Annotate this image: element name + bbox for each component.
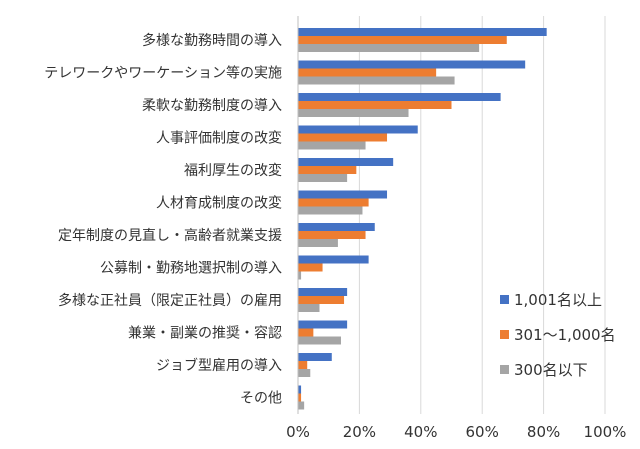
bar-2 bbox=[298, 68, 437, 77]
category-label: 福利厚生の改変 bbox=[184, 162, 282, 179]
bar-1 bbox=[298, 385, 302, 394]
legend-swatch bbox=[500, 330, 509, 339]
category-label: 人材育成制度の改変 bbox=[156, 195, 282, 212]
bar-2 bbox=[298, 231, 366, 239]
category-label: 公募制・勤務地選択制の導入 bbox=[100, 261, 282, 277]
category-label: 人事評価制度の改変 bbox=[156, 130, 282, 147]
bar-2 bbox=[298, 166, 357, 174]
bar-1 bbox=[298, 353, 332, 361]
bar-1 bbox=[298, 158, 394, 166]
category-label: 柔軟な勤務制度の導入 bbox=[142, 98, 282, 114]
category-label: 定年制度の見直し・高齢者就業支援 bbox=[58, 227, 282, 244]
bar-3 bbox=[298, 369, 311, 377]
bars bbox=[298, 28, 547, 410]
category-label: 兼業・副業の推奨・容認 bbox=[128, 325, 282, 342]
bar-2 bbox=[298, 36, 507, 44]
bar-3 bbox=[298, 336, 341, 345]
bar-3 bbox=[298, 304, 320, 312]
legend-swatch bbox=[500, 365, 509, 374]
bar-2 bbox=[298, 133, 388, 142]
bar-1 bbox=[298, 223, 375, 231]
legend-swatch bbox=[500, 295, 509, 304]
bar-2 bbox=[298, 361, 308, 369]
category-label: その他 bbox=[240, 391, 282, 407]
legend-label: 301～1,000名 bbox=[514, 326, 616, 344]
bar-3 bbox=[298, 141, 366, 150]
x-tick-label: 80% bbox=[527, 423, 560, 441]
bar-3 bbox=[298, 76, 455, 85]
bar-3 bbox=[298, 239, 338, 247]
legend-label: 1,001名以上 bbox=[514, 291, 602, 309]
category-label: テレワークやワーケーション等の実施 bbox=[44, 65, 282, 82]
x-tick-label: 100% bbox=[584, 423, 627, 441]
bar-1 bbox=[298, 28, 547, 36]
x-tick-label: 20% bbox=[343, 423, 376, 441]
bar-2 bbox=[298, 328, 314, 337]
axes: 0% 20% 40% 60% 80% 100% 多様な勤務時間の導入テレワークやワーケーショ… bbox=[44, 16, 626, 441]
bar-1 bbox=[298, 255, 369, 264]
bar-3 bbox=[298, 401, 305, 410]
category-label: ジョブ型雇用の導入 bbox=[156, 357, 282, 374]
bar-1 bbox=[298, 190, 388, 199]
bar-2 bbox=[298, 198, 369, 207]
bar-3 bbox=[298, 271, 302, 280]
bar-3 bbox=[298, 109, 409, 117]
bar-2 bbox=[298, 296, 345, 304]
bar-2 bbox=[298, 393, 302, 402]
x-tick-label: 60% bbox=[466, 423, 499, 441]
bar-2 bbox=[298, 263, 323, 272]
bar-1 bbox=[298, 125, 418, 134]
legend: 1,001名以上 301～1,000名 300名以下 bbox=[500, 291, 616, 379]
x-tick-label: 40% bbox=[404, 423, 437, 441]
bar-2 bbox=[298, 101, 452, 109]
bar-1 bbox=[298, 60, 526, 69]
category-label: 多様な正社員（限定正社員）の雇用 bbox=[58, 292, 282, 309]
bar-1 bbox=[298, 320, 348, 329]
bar-3 bbox=[298, 174, 348, 182]
bar-3 bbox=[298, 44, 480, 52]
legend-label: 300名以下 bbox=[514, 361, 588, 379]
category-label: 多様な勤務時間の導入 bbox=[142, 32, 282, 49]
x-tick-label: 0% bbox=[286, 423, 310, 441]
bar-1 bbox=[298, 93, 501, 101]
bar-3 bbox=[298, 206, 363, 215]
bar-1 bbox=[298, 288, 348, 296]
